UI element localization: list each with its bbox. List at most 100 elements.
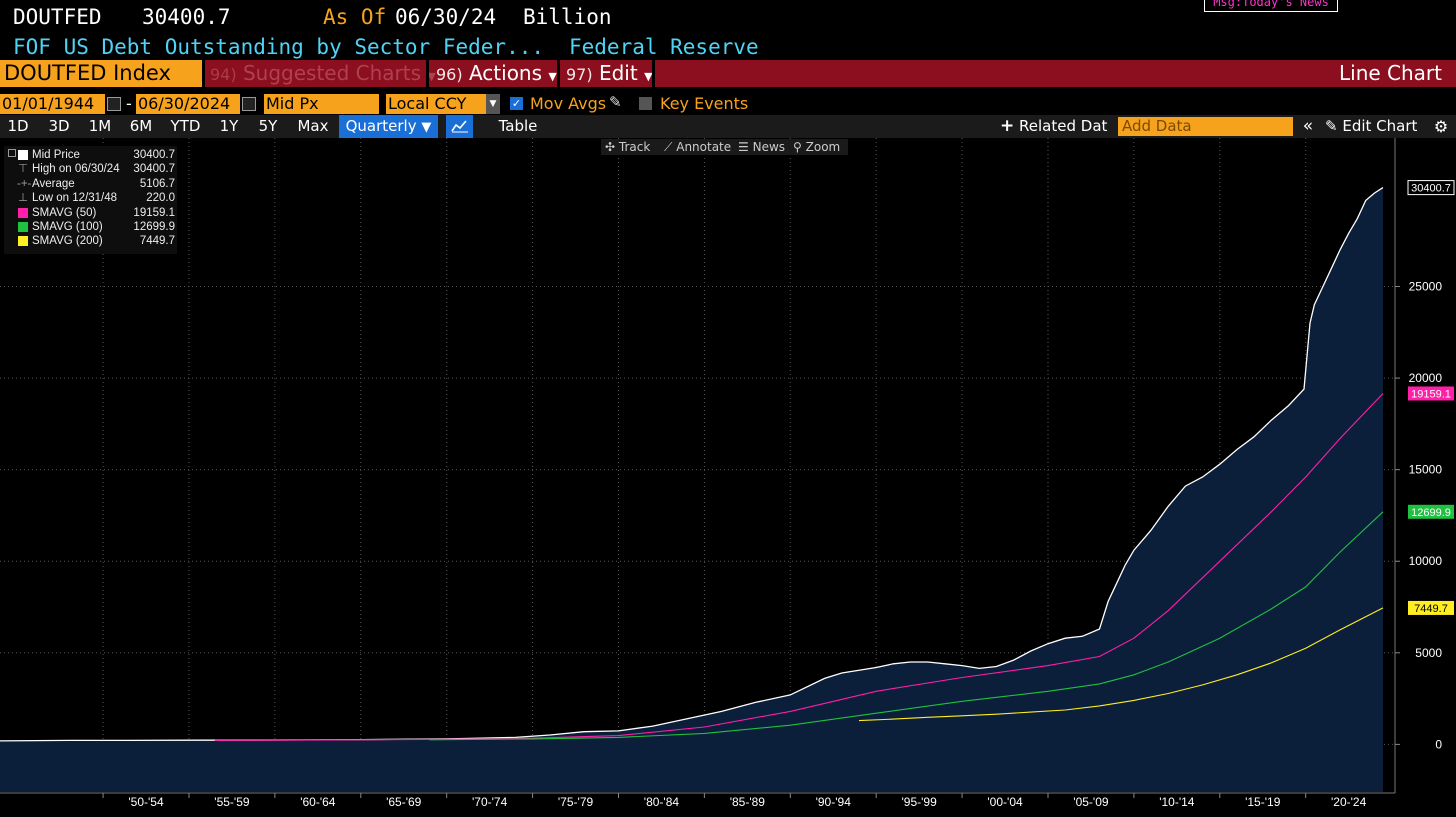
zoom-button[interactable]: ⚲ Zoom <box>789 139 848 155</box>
y-tick-label: 10000 <box>1409 554 1443 568</box>
y-tick-label: 20000 <box>1409 371 1443 385</box>
x-tick-label: '10-'14 <box>1159 795 1195 809</box>
plus-icon: + <box>1000 116 1015 136</box>
y-tick-label: 5000 <box>1415 646 1442 660</box>
price-field-select[interactable]: Mid Px <box>264 94 379 114</box>
suggested-charts-button[interactable]: 94) Suggested Charts ▼ <box>210 60 436 87</box>
edit-chart-label: Edit Chart <box>1342 117 1418 135</box>
line-tool-icon: ⟋ <box>664 140 673 154</box>
news-label: News <box>752 140 786 154</box>
related-data-button[interactable]: + Related Dat <box>1000 115 1110 138</box>
chevron-down-icon[interactable]: ▼ <box>486 94 500 114</box>
price-area-fill <box>0 187 1383 793</box>
legend-row-smavg-50: SMAVG (50) 19159.1 <box>4 206 177 220</box>
header-row: DOUTFED 30400.7 As Of 06/30/24 Billion M… <box>0 0 1456 32</box>
track-button[interactable]: ✣ Track <box>601 139 663 155</box>
legend-value: 12699.9 <box>133 221 175 233</box>
x-tick-label: '80-'84 <box>644 795 680 809</box>
security-description: FOF US Debt Outstanding by Sector Feder.… <box>13 35 545 59</box>
last-value: 30400.7 <box>142 5 231 29</box>
legend-swatch <box>18 150 28 160</box>
legend-collapse-icon[interactable] <box>8 149 16 157</box>
last-value-label: 30400.7 <box>1411 183 1451 195</box>
range-ytd[interactable]: YTD <box>170 117 201 135</box>
key-events-label[interactable]: Key Events <box>660 94 749 113</box>
toolbar-divider <box>557 60 560 87</box>
range-3d[interactable]: 3D <box>48 117 70 135</box>
range-5y[interactable]: 5Y <box>258 117 278 135</box>
smavg-100-line <box>429 511 1384 741</box>
date-range-dash: - <box>126 94 132 113</box>
legend-name: Average <box>32 178 75 190</box>
x-tick-label: '55-'59 <box>214 795 250 809</box>
price-line <box>0 187 1384 742</box>
annotate-button[interactable]: ⟋ Annotate <box>660 139 737 155</box>
edit-chart-button[interactable]: ✎ Edit Chart <box>1325 115 1425 138</box>
frequency-select[interactable]: Quarterly ▼ <box>339 115 438 138</box>
settings-row: 01/01/1944 - 06/30/2024 Mid Px Local CCY… <box>0 93 1456 115</box>
legend-name: SMAVG (50) <box>32 207 97 219</box>
legend-value: 220.0 <box>146 192 175 204</box>
last-value-badge <box>1408 600 1454 615</box>
pencil-icon[interactable]: ✎ <box>609 93 622 111</box>
end-date-field[interactable]: 06/30/2024 <box>136 94 240 114</box>
frequency-label: Quarterly <box>345 117 417 135</box>
smavg-200-line <box>858 607 1384 722</box>
chevron-down-icon: ▼ <box>548 70 557 83</box>
range-max[interactable]: Max <box>297 117 329 135</box>
edit-button[interactable]: 97) Edit ▼ <box>566 60 653 87</box>
chart-toolbar: DOUTFED Index 94) Suggested Charts ▼ 96)… <box>0 60 1456 87</box>
suggested-label: Suggested Charts <box>242 61 422 85</box>
mov-avgs-label[interactable]: Mov Avgs <box>530 94 607 113</box>
toolbar-divider <box>202 60 205 87</box>
mov-avgs-checkbox[interactable]: ✓ <box>510 97 523 110</box>
high-marker-icon: ⊤ <box>18 163 29 175</box>
chart-legend[interactable]: Mid Price 30400.7 ⊤ High on 06/30/24 304… <box>4 146 177 254</box>
x-tick-label: '15-'19 <box>1245 795 1281 809</box>
news-button[interactable]: ☰ News <box>734 139 792 155</box>
chart-type-title: Line Chart <box>1339 61 1442 85</box>
as-of-date: 06/30/24 <box>395 5 497 29</box>
track-label: Track <box>618 140 651 154</box>
range-1y[interactable]: 1Y <box>219 117 239 135</box>
calendar-icon[interactable] <box>107 97 121 111</box>
legend-name: Low on 12/31/48 <box>32 192 118 204</box>
line-chart-icon[interactable] <box>446 115 473 138</box>
collapse-icon[interactable]: « <box>1302 116 1314 136</box>
add-data-input[interactable]: Add Data <box>1118 117 1293 136</box>
start-date-field[interactable]: 01/01/1944 <box>0 94 105 114</box>
description-row: FOF US Debt Outstanding by Sector Feder.… <box>0 32 1456 60</box>
gear-icon[interactable]: ⚙ <box>1433 117 1449 136</box>
calendar-icon[interactable] <box>242 97 256 111</box>
last-value-label: 19159.1 <box>1411 388 1451 400</box>
chevron-down-icon: ▼ <box>421 120 432 135</box>
range-1d[interactable]: 1D <box>7 117 29 135</box>
actions-prefix: 96) <box>436 65 463 84</box>
news-message-button[interactable]: Msg:Today's News <box>1204 0 1338 12</box>
range-1m[interactable]: 1M <box>88 117 112 135</box>
currency-select[interactable]: Local CCY <box>386 94 486 114</box>
security-field[interactable]: DOUTFED Index <box>0 60 202 87</box>
legend-row-smavg-200: SMAVG (200) 7449.7 <box>4 234 177 248</box>
toolbar-divider <box>426 60 429 87</box>
units-label: Billion <box>523 5 612 29</box>
table-button[interactable]: Table <box>498 117 538 135</box>
average-marker-icon: -+- <box>17 178 32 190</box>
actions-button[interactable]: 96) Actions ▼ <box>436 60 557 87</box>
legend-value: 30400.7 <box>133 163 175 175</box>
suggested-prefix: 94) <box>210 65 237 84</box>
last-value-label: 12699.9 <box>1411 507 1451 519</box>
legend-row-high: ⊤ High on 06/30/24 30400.7 <box>4 162 177 176</box>
legend-row-mid-price: Mid Price 30400.7 <box>4 148 177 162</box>
line-chart[interactable]: 0 5000 10000 15000 20000 25000 '50-'54 '55-'59… <box>0 138 1456 817</box>
legend-swatch <box>18 222 28 232</box>
legend-row-low: ⊥ Low on 12/31/48 220.0 <box>4 191 177 205</box>
y-tick-label: 15000 <box>1409 463 1443 477</box>
news-icon: ☰ <box>738 140 749 154</box>
actions-label: Actions <box>468 61 543 85</box>
legend-name: SMAVG (200) <box>32 235 103 247</box>
key-events-checkbox[interactable] <box>639 97 652 110</box>
legend-row-average: -+- Average 5106.7 <box>4 177 177 191</box>
data-source: Federal Reserve <box>569 35 759 59</box>
range-6m[interactable]: 6M <box>129 117 153 135</box>
